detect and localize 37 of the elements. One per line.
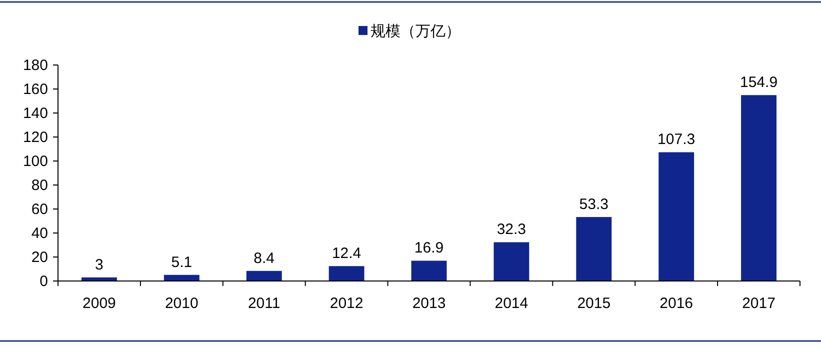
data-label: 107.3 [658,131,696,148]
x-tick-label: 2010 [164,295,198,312]
x-tick-label: 2011 [248,295,280,312]
data-label: 8.4 [254,250,275,267]
bar [576,217,612,281]
legend-label: 规模（万亿） [370,23,460,40]
data-label: 154.9 [740,74,778,92]
x-tick-label: 2016 [660,295,694,312]
data-label: 16.9 [414,240,444,257]
x-tick-label: 2017 [742,295,776,312]
y-tick-label: 20 [31,249,48,266]
y-tick-label: 100 [22,153,48,170]
bar [658,152,694,281]
y-tick-label: 180 [22,57,48,74]
data-label: 12.4 [332,245,362,262]
y-tick-label: 80 [31,177,48,194]
bar [411,260,447,281]
x-tick-label: 2012 [330,295,364,312]
x-tick-label: 2015 [577,295,611,312]
bar [164,274,200,281]
y-tick-label: 140 [22,105,48,122]
data-label: 3 [95,256,104,274]
y-tick-label: 160 [22,81,48,98]
bar [328,266,364,281]
y-tick-label: 0 [40,273,48,290]
bar [246,270,282,281]
y-tick-label: 60 [31,201,48,218]
data-label: 32.3 [496,221,526,238]
data-label: 5.1 [171,254,192,271]
bar [494,242,530,281]
x-tick-label: 2014 [494,295,528,312]
y-tick-label: 120 [22,129,48,146]
y-tick-label: 40 [31,225,48,242]
bar [741,95,777,281]
x-tick-label: 2013 [412,295,446,312]
data-label: 53.3 [579,196,608,214]
x-tick-label: 2009 [82,295,116,312]
